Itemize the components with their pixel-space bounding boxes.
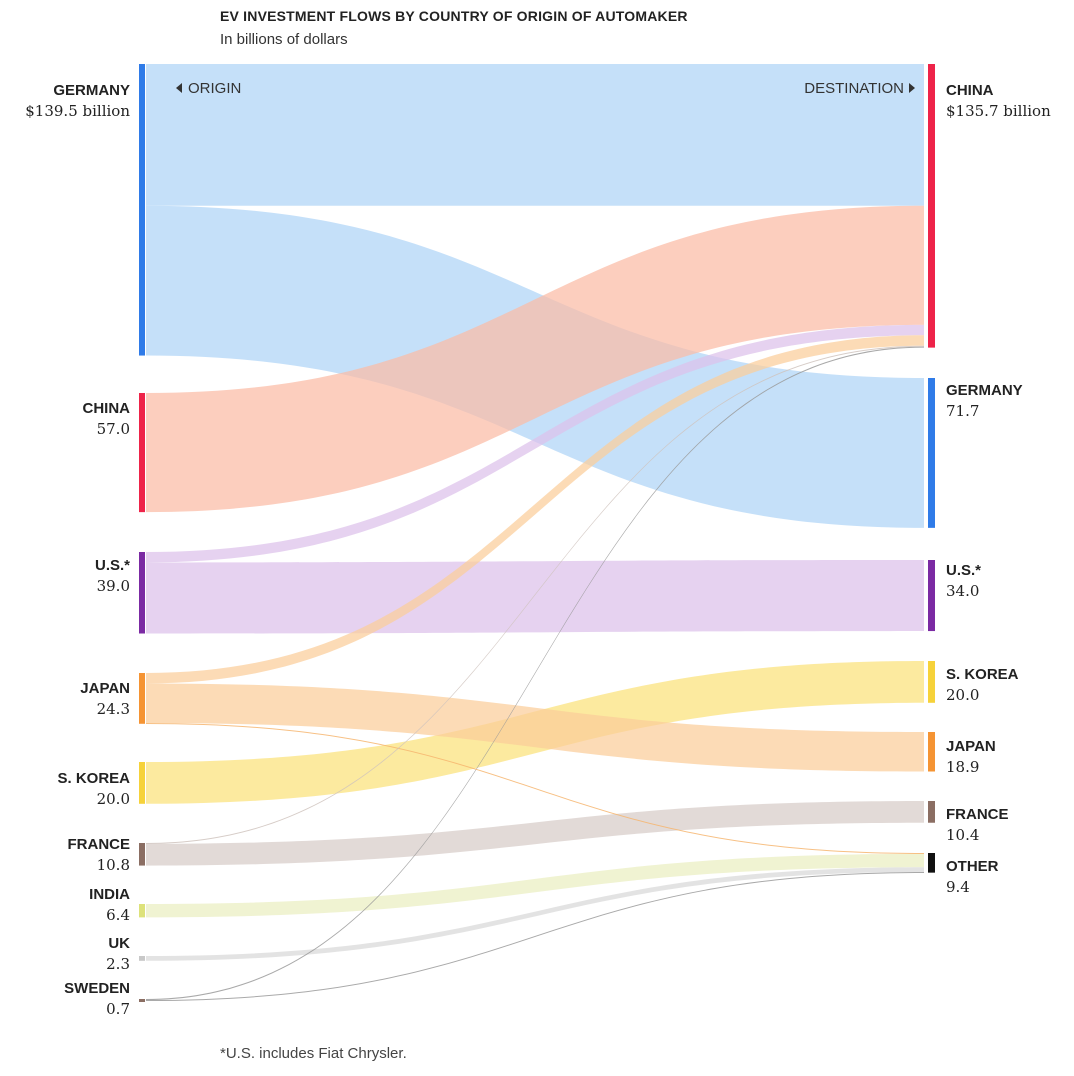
- destination-value-france: 10.4: [946, 826, 979, 844]
- source-value-germany: $139.5 billion: [25, 102, 130, 120]
- source-value-china: 57.0: [97, 420, 130, 438]
- chart-title: EV INVESTMENT FLOWS BY COUNTRY OF ORIGIN…: [220, 8, 688, 24]
- destination-label-skorea: S. KOREA: [946, 666, 1019, 683]
- destination-node-us[interactable]: [928, 560, 935, 632]
- origin-direction-label: ORIGIN: [176, 80, 241, 97]
- destination-node-skorea[interactable]: [928, 661, 935, 703]
- source-node-uk[interactable]: [139, 956, 145, 961]
- destination-label-france: FRANCE: [946, 806, 1009, 823]
- node-labels: GERMANY $139.5 billion CHINA 57.0 U.S.* 39.0 J…: [25, 82, 1051, 1018]
- source-value-france: 10.8: [97, 856, 130, 874]
- source-node-germany[interactable]: [139, 64, 145, 356]
- flow-link-uk-to-other[interactable]: [146, 867, 924, 961]
- flow-link-sweden-to-china[interactable]: [146, 346, 924, 1001]
- source-node-china[interactable]: [139, 393, 145, 513]
- destination-value-skorea: 20.0: [946, 686, 979, 704]
- destination-node-china[interactable]: [928, 64, 935, 348]
- flow-link-us-to-china[interactable]: [146, 324, 924, 563]
- destination-label-other: OTHER: [946, 858, 999, 875]
- destination-label-us: U.S.*: [946, 562, 981, 579]
- source-label-japan: JAPAN: [80, 680, 130, 697]
- flow-link-japan-to-japan[interactable]: [146, 683, 924, 772]
- flow-link-germany-to-china[interactable]: [146, 64, 924, 206]
- source-value-japan: 24.3: [97, 700, 130, 718]
- destination-value-other: 9.4: [946, 878, 970, 896]
- flow-link-india-to-other[interactable]: [146, 853, 924, 918]
- flow-links: [146, 64, 924, 1002]
- destination-value-us: 34.0: [946, 582, 979, 600]
- source-label-sweden: SWEDEN: [64, 980, 130, 997]
- source-node-skorea[interactable]: [139, 762, 145, 804]
- source-value-uk: 2.3: [106, 955, 130, 973]
- destination-label-germany: GERMANY: [946, 382, 1023, 399]
- source-label-france: FRANCE: [68, 836, 131, 853]
- destination-node-france[interactable]: [928, 801, 935, 823]
- flow-link-sweden-to-other[interactable]: [146, 872, 924, 1002]
- flow-link-japan-to-china[interactable]: [146, 335, 924, 684]
- source-label-us: U.S.*: [95, 557, 130, 574]
- nodes: [139, 64, 935, 1002]
- source-label-china: CHINA: [83, 400, 131, 417]
- source-node-us[interactable]: [139, 552, 145, 634]
- destination-node-germany[interactable]: [928, 378, 935, 528]
- destination-label: DESTINATION: [804, 80, 904, 97]
- source-value-skorea: 20.0: [97, 790, 130, 808]
- source-value-sweden: 0.7: [106, 1000, 130, 1018]
- flow-link-japan-to-other[interactable]: [146, 722, 924, 854]
- flow-link-china-to-china[interactable]: [146, 205, 924, 513]
- destination-value-china: $135.7 billion: [946, 102, 1051, 120]
- source-value-india: 6.4: [106, 906, 130, 924]
- source-label-uk: UK: [108, 935, 130, 952]
- footnote: *U.S. includes Fiat Chrysler.: [220, 1045, 407, 1062]
- arrow-left-icon: [176, 83, 182, 93]
- source-label-germany: GERMANY: [53, 82, 130, 99]
- source-node-japan[interactable]: [139, 673, 145, 724]
- chart-subtitle: In billions of dollars: [220, 31, 348, 48]
- source-label-india: INDIA: [89, 886, 130, 903]
- arrow-right-icon: [909, 83, 915, 93]
- source-node-sweden[interactable]: [139, 999, 145, 1002]
- flow-link-france-to-china[interactable]: [146, 345, 924, 844]
- source-node-india[interactable]: [139, 904, 145, 918]
- destination-node-japan[interactable]: [928, 732, 935, 772]
- destination-value-germany: 71.7: [946, 402, 979, 420]
- flow-link-france-to-france[interactable]: [146, 801, 924, 866]
- destination-direction-label: DESTINATION: [804, 80, 915, 97]
- origin-label: ORIGIN: [188, 80, 241, 97]
- destination-value-japan: 18.9: [946, 758, 979, 776]
- source-label-skorea: S. KOREA: [57, 770, 130, 787]
- destination-label-china: CHINA: [946, 82, 994, 99]
- source-node-france[interactable]: [139, 843, 145, 866]
- destination-label-japan: JAPAN: [946, 738, 996, 755]
- source-value-us: 39.0: [97, 577, 130, 595]
- flow-link-us-to-us[interactable]: [146, 560, 924, 634]
- destination-node-other[interactable]: [928, 853, 935, 873]
